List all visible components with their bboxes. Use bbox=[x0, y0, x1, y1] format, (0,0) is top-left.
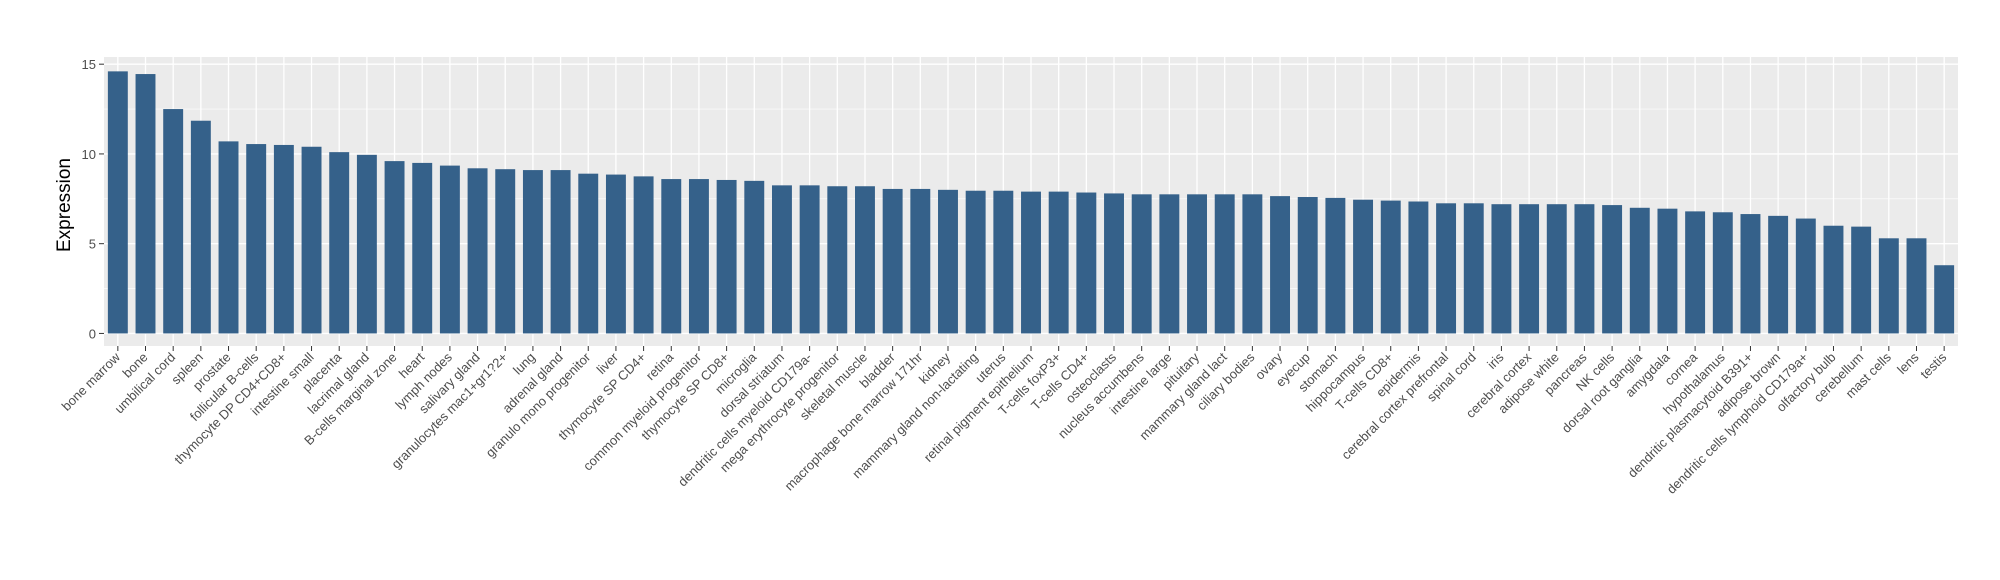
bar bbox=[1878, 238, 1899, 334]
bar bbox=[1851, 226, 1872, 334]
bar bbox=[1491, 204, 1512, 334]
bar bbox=[412, 162, 433, 334]
y-tick-label: 5 bbox=[89, 237, 96, 252]
bar bbox=[578, 173, 599, 334]
bars bbox=[107, 71, 1955, 334]
bar bbox=[1712, 212, 1733, 334]
bar bbox=[827, 186, 848, 334]
bar bbox=[107, 71, 128, 334]
bar bbox=[1519, 204, 1540, 334]
bar bbox=[1629, 207, 1650, 334]
bar bbox=[550, 170, 571, 334]
bar bbox=[1740, 214, 1761, 334]
bar bbox=[467, 168, 488, 334]
bar bbox=[1187, 194, 1207, 334]
y-axis-title: Expression bbox=[54, 158, 75, 252]
bar bbox=[1823, 225, 1844, 334]
bar bbox=[1048, 191, 1069, 334]
bar bbox=[993, 190, 1014, 334]
bar bbox=[246, 144, 267, 334]
bar bbox=[1380, 200, 1401, 334]
y-tick-label: 10 bbox=[82, 147, 96, 162]
y-tick-label: 15 bbox=[82, 57, 96, 72]
bar bbox=[329, 152, 350, 334]
bar bbox=[495, 169, 516, 334]
bar bbox=[1131, 194, 1152, 334]
bar bbox=[190, 120, 211, 334]
bar bbox=[1297, 197, 1318, 334]
bar bbox=[882, 188, 903, 334]
bar bbox=[1076, 192, 1097, 334]
bar bbox=[1270, 196, 1291, 334]
bar bbox=[1436, 203, 1457, 334]
bar bbox=[1795, 218, 1816, 334]
bar bbox=[633, 176, 654, 334]
bar bbox=[744, 180, 765, 334]
bar bbox=[855, 186, 875, 334]
bar bbox=[301, 146, 322, 334]
bar bbox=[799, 185, 820, 334]
bar bbox=[661, 179, 682, 334]
bar bbox=[1021, 191, 1041, 334]
bar bbox=[1574, 204, 1595, 334]
bar bbox=[522, 170, 543, 334]
bar bbox=[273, 144, 294, 334]
bar bbox=[135, 74, 156, 334]
bar bbox=[1934, 265, 1955, 334]
bar bbox=[1685, 211, 1706, 334]
bar bbox=[1657, 208, 1678, 334]
bar bbox=[1325, 197, 1346, 334]
bar bbox=[1214, 194, 1235, 334]
y-tick-label: 0 bbox=[89, 326, 96, 341]
bar bbox=[938, 189, 958, 334]
bar bbox=[910, 188, 931, 334]
bar bbox=[1104, 193, 1124, 334]
bar bbox=[1546, 204, 1567, 334]
bar bbox=[1463, 203, 1484, 334]
bar bbox=[1242, 194, 1263, 334]
bar bbox=[1906, 238, 1927, 334]
bar bbox=[688, 179, 709, 334]
bar bbox=[771, 185, 792, 334]
bar bbox=[163, 109, 184, 334]
bar bbox=[716, 179, 737, 334]
bar bbox=[384, 161, 405, 334]
bar bbox=[1353, 199, 1374, 334]
bar bbox=[1768, 215, 1789, 334]
y-axis: 0 5 10 15 bbox=[82, 57, 104, 341]
bar bbox=[1602, 205, 1623, 334]
bar bbox=[605, 174, 626, 334]
bar bbox=[218, 141, 239, 334]
x-tick-label: testis bbox=[1917, 349, 1949, 381]
bar bbox=[439, 165, 460, 334]
bar bbox=[1159, 194, 1180, 334]
bar bbox=[965, 190, 986, 334]
bar bbox=[1408, 201, 1429, 334]
bar bbox=[356, 154, 377, 334]
